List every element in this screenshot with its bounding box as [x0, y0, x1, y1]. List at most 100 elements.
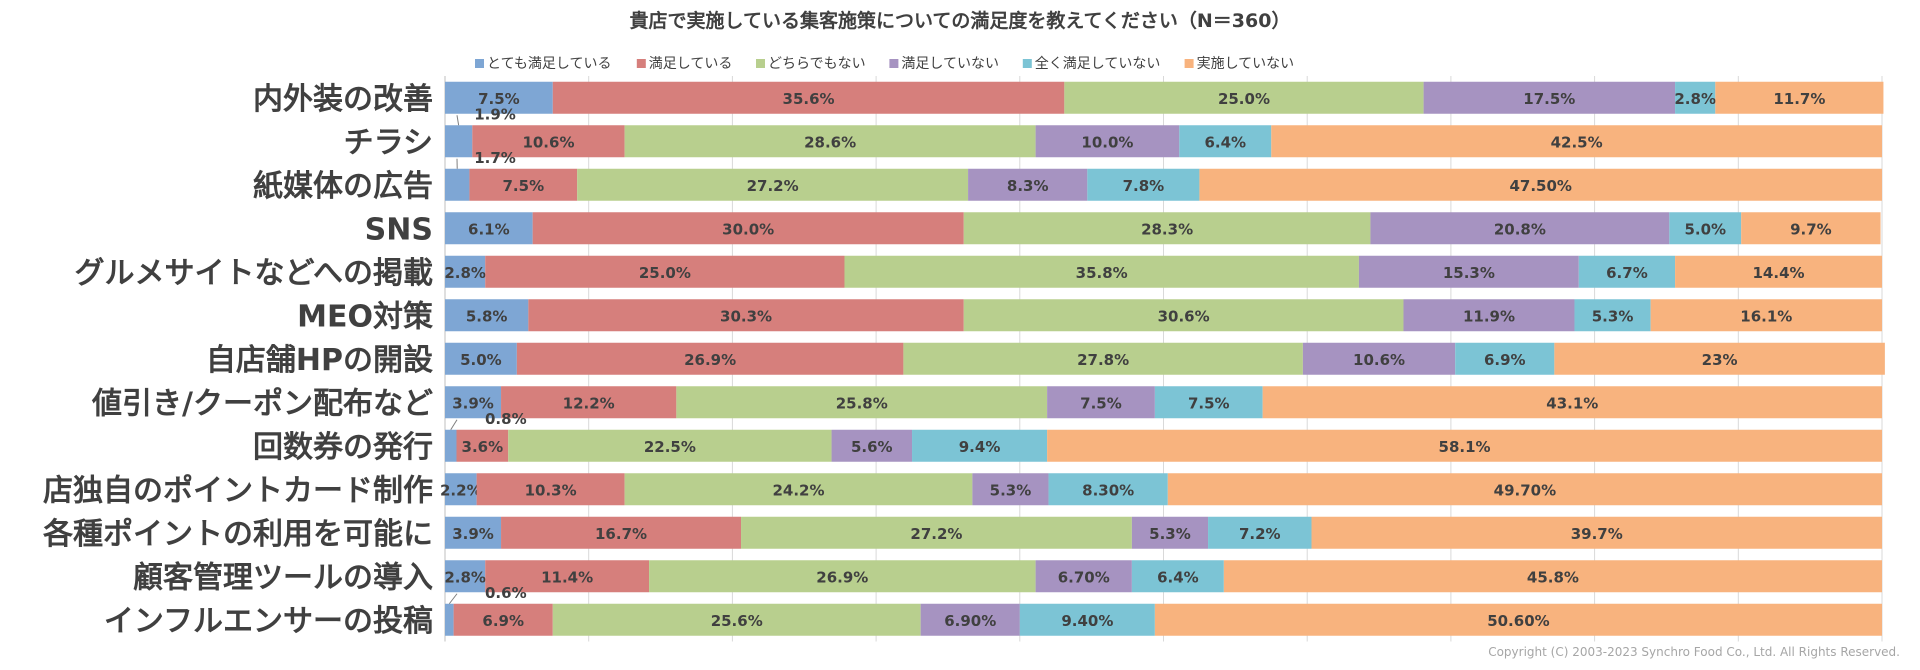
data-label: 49.70% — [1494, 481, 1556, 499]
bar-segment — [963, 212, 1371, 245]
data-label: 10.0% — [1081, 133, 1133, 151]
data-label: 7.5% — [1188, 394, 1230, 412]
bar-segment — [456, 429, 509, 462]
data-label: 47.50% — [1509, 177, 1571, 195]
data-label: 39.7% — [1571, 525, 1623, 543]
bar-segment — [445, 429, 457, 462]
data-label: 15.3% — [1443, 264, 1495, 282]
category-label: 値引き/クーポン配布など — [91, 386, 433, 421]
data-label: 16.7% — [595, 525, 647, 543]
data-label: 35.6% — [783, 90, 835, 108]
bar-segment — [445, 125, 473, 158]
data-label: 8.30% — [1082, 481, 1134, 499]
bar-segment — [1208, 516, 1312, 549]
bar-segment — [445, 342, 517, 375]
bar-segment — [741, 516, 1132, 549]
data-label: 27.2% — [910, 525, 962, 543]
bar-segment — [1179, 125, 1272, 158]
bar-segment — [903, 342, 1303, 375]
data-label: 30.0% — [722, 220, 774, 238]
bar-segment — [1167, 473, 1882, 506]
bar-segment — [445, 299, 529, 332]
bar-segment — [1019, 603, 1155, 636]
bar-segment — [831, 429, 913, 462]
bar-segment — [1154, 603, 1882, 636]
bar-segment — [1741, 212, 1881, 245]
data-label: 5.8% — [466, 307, 508, 325]
data-label: 26.9% — [816, 568, 868, 586]
bar-segment — [1035, 560, 1132, 593]
data-label: 1.7% — [474, 149, 516, 167]
data-label: 5.3% — [1592, 307, 1634, 325]
bar-segment — [1715, 81, 1884, 114]
category-label: グルメサイトなどへの掲載 — [75, 256, 434, 291]
data-label: 25.0% — [639, 264, 691, 282]
bar-segment — [476, 473, 625, 506]
bar-segment — [485, 560, 650, 593]
data-label: 28.6% — [804, 133, 856, 151]
data-label: 7.5% — [478, 90, 520, 108]
data-label: 11.9% — [1463, 307, 1515, 325]
bar-segment — [912, 429, 1048, 462]
data-label: 5.0% — [460, 351, 502, 369]
bar-segment — [1302, 342, 1456, 375]
category-label: 紙媒体の広告 — [253, 169, 433, 204]
bar-segment — [453, 603, 553, 636]
bar-segment — [445, 560, 486, 593]
bar-segment — [1262, 386, 1882, 419]
data-label: 3.9% — [452, 394, 494, 412]
chart-title: 貴店で実施している集客施策についての満足度を教えてください（N＝360） — [630, 9, 1291, 32]
bar-segment — [445, 255, 486, 288]
data-label: 2.8% — [1674, 90, 1716, 108]
bar-segment — [501, 516, 742, 549]
category-label: 各種ポイントの利用を可能に — [42, 517, 433, 552]
bar-segment — [1223, 560, 1882, 593]
data-label: 6.9% — [1484, 351, 1526, 369]
bar-segment — [1455, 342, 1555, 375]
data-label: 5.3% — [990, 481, 1032, 499]
legend-label: どちらでもない — [768, 56, 866, 72]
data-label: 45.8% — [1527, 568, 1579, 586]
bar-segment — [676, 386, 1048, 419]
bar-segment — [1271, 125, 1882, 158]
bar-segment — [552, 603, 921, 636]
data-label: 30.3% — [720, 307, 772, 325]
data-label: 2.8% — [444, 568, 486, 586]
bar-segment — [1669, 212, 1742, 245]
bar-segment — [445, 516, 502, 549]
bar-segment — [1087, 168, 1200, 201]
legend-label: 満足していない — [901, 56, 999, 72]
bar-segment — [1423, 81, 1676, 114]
bar-segment — [1047, 429, 1882, 462]
data-label: 6.9% — [482, 612, 524, 630]
data-label: 6.70% — [1058, 568, 1110, 586]
data-label: 27.8% — [1077, 351, 1129, 369]
bar-segment — [1675, 81, 1716, 114]
data-label: 22.5% — [644, 438, 696, 456]
legend-label: とても満足している — [487, 56, 611, 72]
bar-segment — [1311, 516, 1882, 549]
bar-segment — [1574, 299, 1651, 332]
data-label: 5.3% — [1149, 525, 1191, 543]
data-label: 10.6% — [522, 133, 574, 151]
data-label: 43.1% — [1546, 394, 1598, 412]
data-label: 7.2% — [1239, 525, 1281, 543]
bar-segment — [445, 212, 533, 245]
bar-segment — [963, 299, 1404, 332]
legend-label: 実施していない — [1197, 56, 1295, 72]
data-label: 6.90% — [944, 612, 996, 630]
data-label: 30.6% — [1158, 307, 1210, 325]
data-label: 28.3% — [1141, 220, 1193, 238]
legend-swatch — [1022, 59, 1032, 68]
data-label: 2.2% — [440, 481, 482, 499]
bar-segment — [1675, 255, 1882, 288]
callout-line — [448, 593, 458, 605]
bar-segment — [972, 473, 1049, 506]
bar-segment — [1403, 299, 1575, 332]
category-label: 内外装の改善 — [253, 82, 433, 117]
bar-segment — [445, 473, 477, 506]
data-label: 2.8% — [444, 264, 486, 282]
bar-segment — [1650, 299, 1882, 332]
bar-segment — [1064, 81, 1424, 114]
data-label: 9.7% — [1790, 220, 1832, 238]
